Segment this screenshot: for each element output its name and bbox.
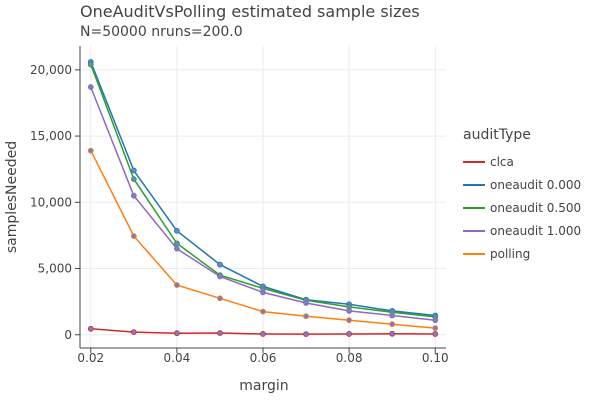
x-tick-label: 0.02 [77, 351, 104, 365]
data-point-oneaudit-1-000 [217, 273, 223, 280]
series-layer [87, 58, 439, 337]
axes [75, 46, 446, 353]
y-tick-label: 15,000 [30, 129, 72, 143]
data-point-clca [130, 329, 137, 336]
data-point-oneaudit-1-000 [130, 192, 137, 199]
data-point-polling [389, 321, 396, 328]
data-point-oneaudit-1-000 [87, 84, 94, 90]
data-point-clca [303, 331, 309, 337]
data-point-oneaudit-0-500 [130, 176, 137, 183]
legend-label: oneaudit 0.000 [490, 178, 581, 192]
y-tick-label: 10,000 [30, 195, 72, 209]
data-point-oneaudit-1-000 [303, 300, 309, 306]
data-point-polling [346, 317, 353, 324]
data-point-polling [173, 282, 180, 288]
legend-label: clca [490, 155, 514, 169]
y-axis-label: samplesNeeded [4, 141, 20, 253]
chart-subtitle: N=50000 nruns=200.0 [80, 24, 243, 40]
data-point-clca [389, 330, 396, 337]
data-point-oneaudit-0-500 [173, 240, 180, 247]
x-tick-label: 0.08 [336, 351, 363, 365]
data-point-oneaudit-0-000 [130, 167, 137, 174]
x-tick-label: 0.10 [422, 351, 449, 365]
data-point-clca [260, 331, 266, 337]
data-point-polling [260, 308, 266, 315]
data-point-clca [346, 331, 353, 337]
data-point-clca [432, 331, 439, 337]
legend-label: oneaudit 0.500 [490, 201, 581, 215]
x-tick-label: 0.04 [164, 351, 191, 365]
x-tick-label: 0.06 [250, 351, 277, 365]
data-point-clca [87, 325, 94, 332]
x-axis-label: margin [239, 378, 288, 394]
data-point-oneaudit-1-000 [432, 317, 439, 324]
legend-title: auditType [463, 127, 531, 143]
data-point-polling [303, 313, 309, 320]
chart-title: OneAuditVsPolling estimated sample sizes [80, 2, 420, 21]
data-point-oneaudit-0-500 [87, 61, 94, 68]
data-point-oneaudit-1-000 [389, 312, 396, 319]
data-point-oneaudit-1-000 [260, 289, 266, 296]
data-point-oneaudit-0-000 [173, 227, 180, 234]
data-point-polling [130, 233, 137, 239]
data-point-oneaudit-1-000 [173, 245, 180, 252]
y-tick-label: 5,000 [38, 262, 72, 276]
data-point-oneaudit-0-000 [217, 261, 223, 268]
tick-labels: 0.02 0.04 0.06 0.08 0.10 0 5,000 10,000 15,000 20… [30, 63, 449, 365]
data-point-oneaudit-1-000 [346, 308, 353, 314]
legend: auditType clca oneaudit 0.000 oneaudit 0.5… [463, 127, 581, 261]
data-point-polling [87, 147, 94, 154]
y-tick-label: 0 [64, 328, 72, 342]
legend-label: polling [490, 247, 530, 261]
data-point-polling [217, 295, 223, 302]
y-tick-label: 20,000 [30, 63, 72, 77]
data-point-polling [432, 325, 439, 332]
legend-label: oneaudit 1.000 [490, 224, 581, 238]
data-point-clca [173, 330, 180, 337]
data-point-clca [217, 330, 223, 336]
